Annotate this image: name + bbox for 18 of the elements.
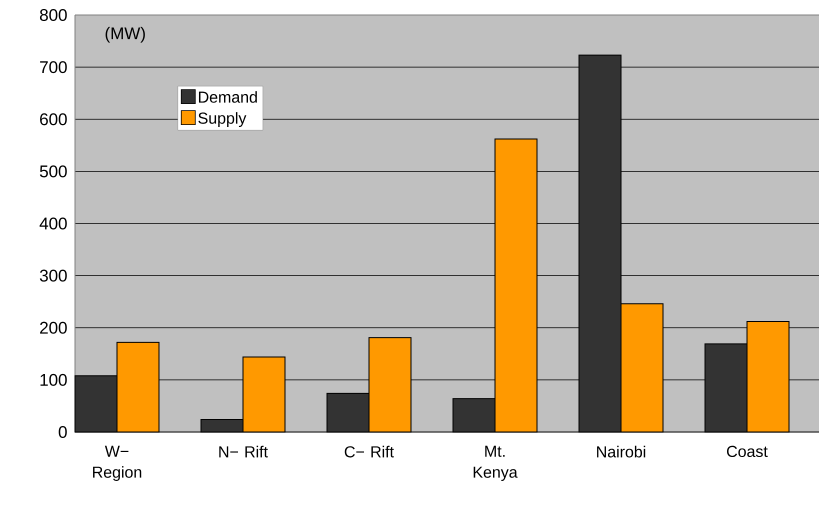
y-tick-label: 800 <box>40 9 67 22</box>
y-tick-label: 600 <box>40 113 67 126</box>
x-tick-label: Nairobi <box>597 446 646 458</box>
legend-label: Supply <box>198 112 246 127</box>
x-tick-label: Mt. Kenya <box>474 446 518 481</box>
y-tick-label: 400 <box>40 218 67 230</box>
y-tick-label: 500 <box>40 165 67 178</box>
x-tick-label: C− Rift <box>344 446 394 458</box>
x-tick-label: N− Rift <box>219 446 268 458</box>
y-tick-label: 0 <box>58 426 67 438</box>
legend-label: Demand <box>198 91 257 103</box>
y-tick-label: 100 <box>40 374 67 386</box>
y-axis-title: (MW) <box>106 26 145 43</box>
y-tick-label: 300 <box>40 270 67 282</box>
x-tick-label: Coast <box>727 446 768 458</box>
y-tick-label: 200 <box>40 322 67 334</box>
x-tick-label: W− Region <box>93 446 142 481</box>
y-tick-label: 700 <box>40 61 67 74</box>
